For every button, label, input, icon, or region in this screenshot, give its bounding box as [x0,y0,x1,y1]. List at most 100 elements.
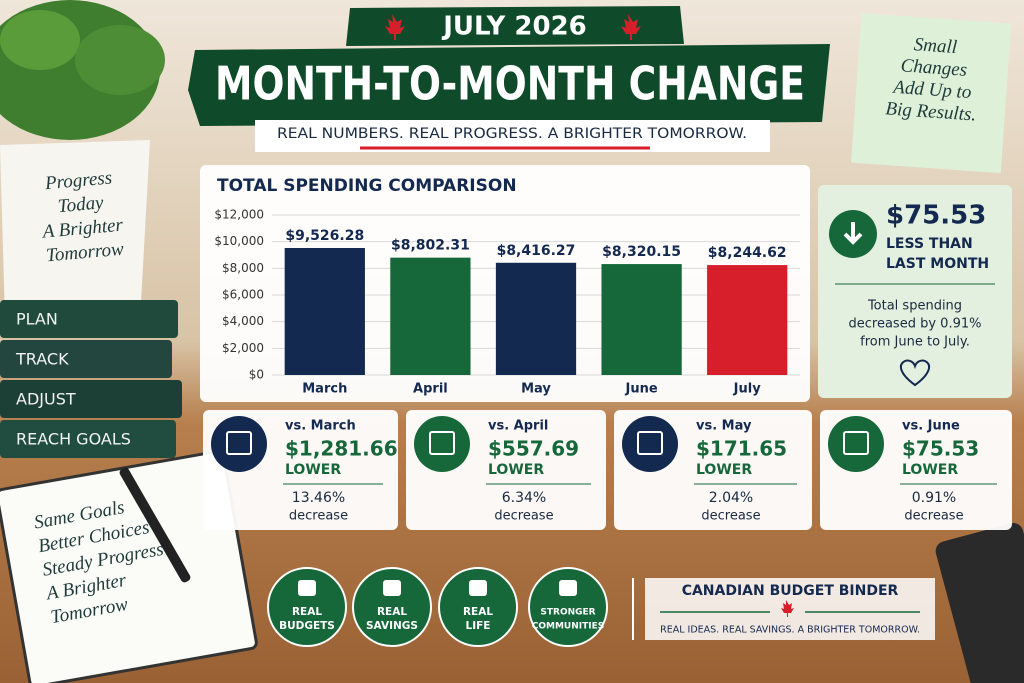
badge [267,567,347,647]
bar [284,247,365,375]
value-label: $8,244.62 [708,245,787,261]
book-label: TRACK [15,350,69,369]
summary-description: from June to July. [860,335,970,350]
value-label: $9,526.28 [285,228,364,244]
badge-label: REAL [377,606,407,618]
badge-icon [298,580,316,596]
y-tick-label: $2,000 [222,341,264,355]
comparison-label: vs. April [488,419,548,434]
value-label: $8,320.15 [602,244,681,260]
comparison-amount: $1,281.66 [285,437,398,461]
comparison-percent: 2.04% [709,490,753,506]
calendar-icon [828,416,884,472]
badge [528,567,608,647]
comparison-amount: $557.69 [488,437,579,461]
calendar-glyph [637,431,663,455]
comparison-change: decrease [701,509,760,524]
maple-leaf [621,14,641,40]
comparison-direction: LOWER [285,462,341,478]
down-arrow [843,222,863,245]
y-tick-label: $12,000 [214,208,264,222]
summary-headline: LESS THAN [886,236,973,252]
badge [438,567,518,647]
bar-chart: $0 $2,000 $4,000 $6,000 $8,000 $10,000 $12,000… [214,208,800,397]
sticky-note [851,13,1012,174]
comparison-change: decrease [289,509,348,524]
book-label: ADJUST [16,390,76,409]
badge-label: STRONGER [540,608,595,618]
maple-leaf [385,14,405,40]
summary-amount: $75.53 [886,201,986,231]
bar [601,264,682,375]
pot-text: Today [57,192,105,217]
comparison-label: vs. June [902,419,960,434]
chart-title: TOTAL SPENDING COMPARISON [217,176,517,196]
value-label: $8,802.31 [391,238,470,254]
badge-label: SAVINGS [366,620,418,632]
kicker-banner [346,6,684,46]
comparison-label: vs. March [285,419,356,434]
book-label: PLAN [16,310,58,329]
brand-tagline: REAL IDEAS. REAL SAVINGS. A BRIGHTER TOM… [660,625,920,636]
badge-icon [383,580,401,596]
y-tick-label: $10,000 [214,234,264,248]
comparison-label: vs. May [696,419,752,434]
summary-description: Total spending [867,299,962,314]
badge-icon [469,580,487,596]
book-label: REACH GOALS [16,430,131,449]
bar [707,265,788,375]
maple-leaf [781,600,794,617]
badge-icon [559,580,577,596]
comparison-percent: 0.91% [912,490,956,506]
calculator [935,522,1024,683]
y-tick-label: $4,000 [222,314,264,328]
comparison-direction: LOWER [696,462,752,478]
summary-headline: LAST MONTH [886,256,989,272]
kicker: JULY 2026 [441,12,587,42]
bar [495,262,577,375]
comparison-direction: LOWER [902,462,958,478]
badge-label: REAL [292,606,322,618]
value-label: $8,416.27 [497,243,576,259]
calendar-icon [622,416,678,472]
sticky-note-text: Small [913,34,958,58]
badge-label: LIFE [466,620,491,632]
comparison-direction: LOWER [488,462,544,478]
heart [899,359,931,387]
badge-label: BUDGETS [279,620,335,632]
calendar-icon [211,416,267,472]
calendar-glyph [843,431,869,455]
x-tick-label: April [413,382,448,397]
books [0,300,182,458]
comparison-percent: 6.34% [502,490,546,506]
comparison-amount: $171.65 [696,437,787,461]
badge-label: COMMUNITIES [532,622,604,632]
comparison-amount: $75.53 [902,437,979,461]
sticky-note-text: Changes [900,55,968,81]
y-tick-label: $8,000 [222,261,264,275]
calendar-glyph [226,431,252,455]
title-banner [188,44,830,126]
badge-label: REAL [463,606,493,618]
y-tick-label: $0 [249,368,264,382]
calendar-glyph [429,431,455,455]
pen [119,467,191,583]
x-tick-label: June [625,382,658,397]
comparison-change: decrease [904,509,963,524]
title: MONTH-TO-MONTH CHANGE [215,57,805,111]
calendar-icon [414,416,470,472]
badge [352,567,432,647]
notebook [0,449,258,683]
tagline: REAL NUMBERS. REAL PROGRESS. A BRIGHTER … [277,126,747,142]
summary-description: decreased by 0.91% [849,317,982,332]
plant [0,0,165,325]
x-tick-label: May [521,382,551,397]
x-tick-label: March [302,382,347,397]
comparison-percent: 13.46% [292,490,345,506]
y-tick-label: $6,000 [222,288,264,302]
bar [390,257,471,375]
x-tick-label: July [733,382,762,397]
brand-name: CANADIAN BUDGET BINDER [682,583,899,599]
